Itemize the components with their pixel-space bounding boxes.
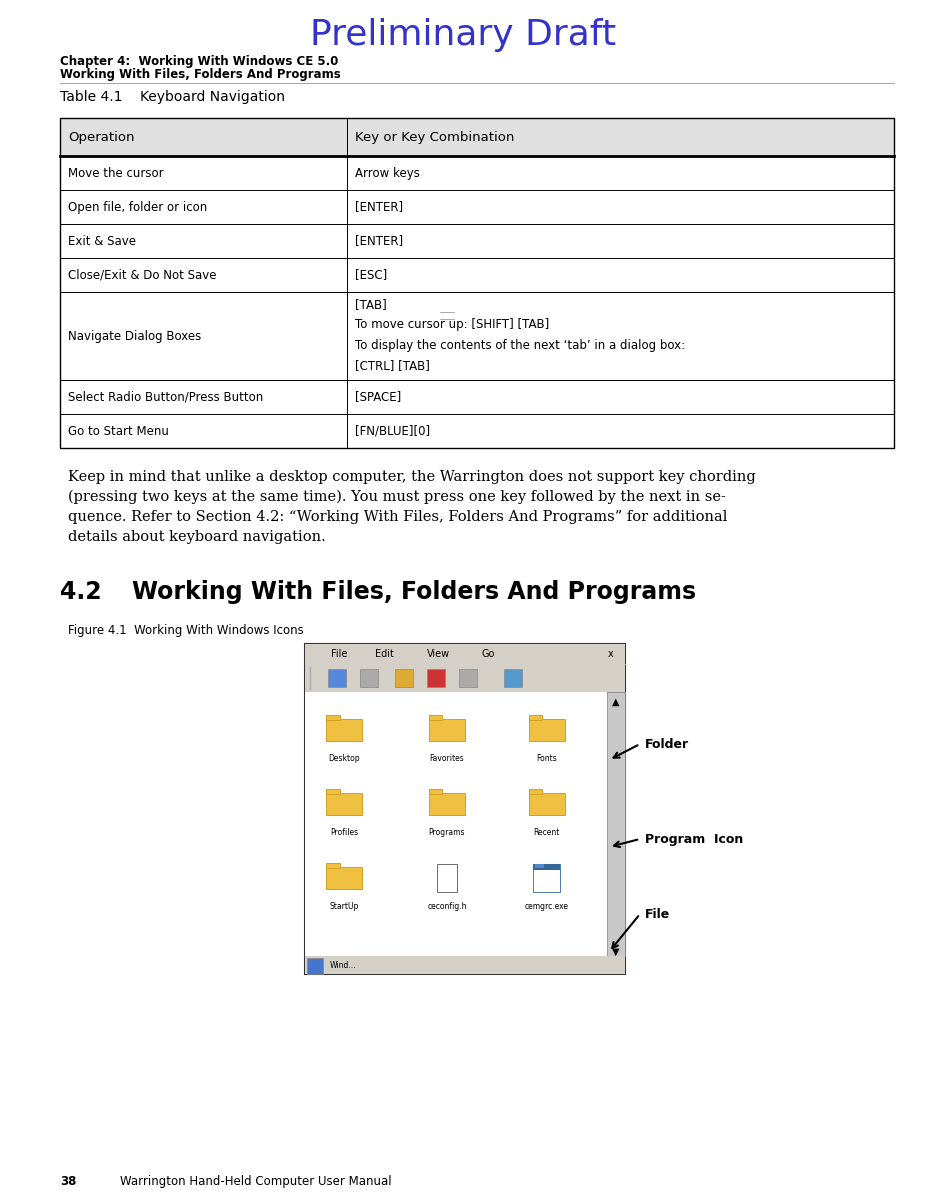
- Text: To move cursor up: [SHIFT] [TAB]: To move cursor up: [SHIFT] [TAB]: [356, 318, 549, 331]
- Bar: [436, 864, 457, 893]
- Bar: [360, 669, 378, 687]
- Bar: [307, 958, 323, 974]
- Text: Working With Files, Folders And Programs: Working With Files, Folders And Programs: [132, 580, 696, 603]
- Text: [ESC]: [ESC]: [356, 269, 387, 282]
- Bar: [529, 793, 565, 815]
- Bar: [305, 644, 625, 664]
- Text: Go to Start Menu: Go to Start Menu: [69, 424, 169, 437]
- Text: File: File: [331, 649, 347, 658]
- Text: 38: 38: [60, 1175, 77, 1188]
- Text: (pressing two keys at the same time). You must press one key followed by the nex: (pressing two keys at the same time). Yo…: [69, 490, 726, 504]
- Text: Go: Go: [481, 649, 494, 658]
- Text: quence. Refer to Section 4.2: “Working With Files, Folders And Programs” for add: quence. Refer to Section 4.2: “Working W…: [69, 510, 728, 523]
- Bar: [429, 715, 443, 719]
- Bar: [533, 864, 560, 870]
- Text: Desktop: Desktop: [329, 754, 360, 762]
- Bar: [326, 715, 340, 719]
- Bar: [60, 118, 894, 157]
- Text: [ENTER]: [ENTER]: [356, 234, 404, 247]
- Text: Navigate Dialog Boxes: Navigate Dialog Boxes: [69, 330, 202, 343]
- Bar: [60, 118, 894, 448]
- Text: details about keyboard navigation.: details about keyboard navigation.: [69, 531, 326, 544]
- Bar: [429, 793, 465, 815]
- Text: Close/Exit & Do Not Save: Close/Exit & Do Not Save: [69, 269, 217, 282]
- Text: Recent: Recent: [533, 828, 560, 836]
- Bar: [328, 669, 346, 687]
- Text: Table 4.1    Keyboard Navigation: Table 4.1 Keyboard Navigation: [60, 90, 285, 104]
- Text: Figure 4.1  Working With Windows Icons: Figure 4.1 Working With Windows Icons: [69, 624, 304, 637]
- Text: Program  Icon: Program Icon: [645, 833, 744, 846]
- Text: x: x: [608, 649, 614, 658]
- Text: [CTRL] [TAB]: [CTRL] [TAB]: [356, 360, 430, 373]
- Bar: [305, 692, 607, 956]
- Text: Folder: Folder: [645, 737, 689, 750]
- Text: Exit & Save: Exit & Save: [69, 234, 136, 247]
- Text: [SPACE]: [SPACE]: [356, 391, 402, 404]
- Bar: [326, 863, 340, 868]
- Bar: [305, 956, 625, 974]
- Text: Keep in mind that unlike a desktop computer, the Warrington does not support key: Keep in mind that unlike a desktop compu…: [69, 470, 756, 484]
- Bar: [395, 669, 413, 687]
- Bar: [535, 864, 544, 868]
- Text: Arrow keys: Arrow keys: [356, 166, 420, 179]
- Bar: [529, 789, 542, 793]
- Text: Select Radio Button/Press Button: Select Radio Button/Press Button: [69, 391, 263, 404]
- Bar: [607, 692, 625, 956]
- Text: Edit: Edit: [375, 649, 394, 658]
- Text: Open file, folder or icon: Open file, folder or icon: [69, 201, 207, 214]
- Bar: [533, 864, 560, 891]
- Bar: [305, 644, 625, 974]
- Text: Chapter 4:  Working With Windows CE 5.0: Chapter 4: Working With Windows CE 5.0: [60, 55, 339, 68]
- Bar: [326, 793, 362, 815]
- Bar: [459, 669, 477, 687]
- Text: Operation: Operation: [69, 130, 134, 143]
- Bar: [427, 669, 445, 687]
- Text: Warrington Hand-Held Computer User Manual: Warrington Hand-Held Computer User Manua…: [120, 1175, 392, 1188]
- Text: 4.2: 4.2: [60, 580, 102, 603]
- Bar: [504, 669, 522, 687]
- Text: cemgrc.exe: cemgrc.exe: [525, 902, 569, 911]
- Text: Fonts: Fonts: [536, 754, 557, 762]
- Text: ▲: ▲: [612, 697, 619, 707]
- Text: ▼: ▼: [612, 946, 619, 957]
- Text: Key or Key Combination: Key or Key Combination: [356, 130, 515, 143]
- Bar: [326, 789, 340, 793]
- Bar: [326, 719, 362, 741]
- Text: Move the cursor: Move the cursor: [69, 166, 164, 179]
- Text: StartUp: StartUp: [330, 902, 359, 911]
- Text: Favorites: Favorites: [430, 754, 464, 762]
- Bar: [429, 789, 443, 793]
- Bar: [529, 719, 565, 741]
- Text: To display the contents of the next ‘tab’ in a dialog box:: To display the contents of the next ‘tab…: [356, 339, 685, 353]
- Text: Preliminary Draft: Preliminary Draft: [310, 18, 616, 53]
- Text: [TAB]: [TAB]: [356, 298, 387, 311]
- Text: View: View: [427, 649, 450, 658]
- Text: Profiles: Profiles: [331, 828, 358, 836]
- Text: Working With Files, Folders And Programs: Working With Files, Folders And Programs: [60, 68, 341, 81]
- Text: Programs: Programs: [429, 828, 465, 836]
- Text: File: File: [645, 907, 670, 920]
- Bar: [305, 664, 625, 692]
- Text: Wind...: Wind...: [330, 961, 357, 969]
- Bar: [429, 719, 465, 741]
- Bar: [529, 715, 542, 719]
- Text: ceconfig.h: ceconfig.h: [427, 902, 467, 911]
- Text: [FN/BLUE][0]: [FN/BLUE][0]: [356, 424, 431, 437]
- Text: [ENTER]: [ENTER]: [356, 201, 404, 214]
- Bar: [326, 868, 362, 889]
